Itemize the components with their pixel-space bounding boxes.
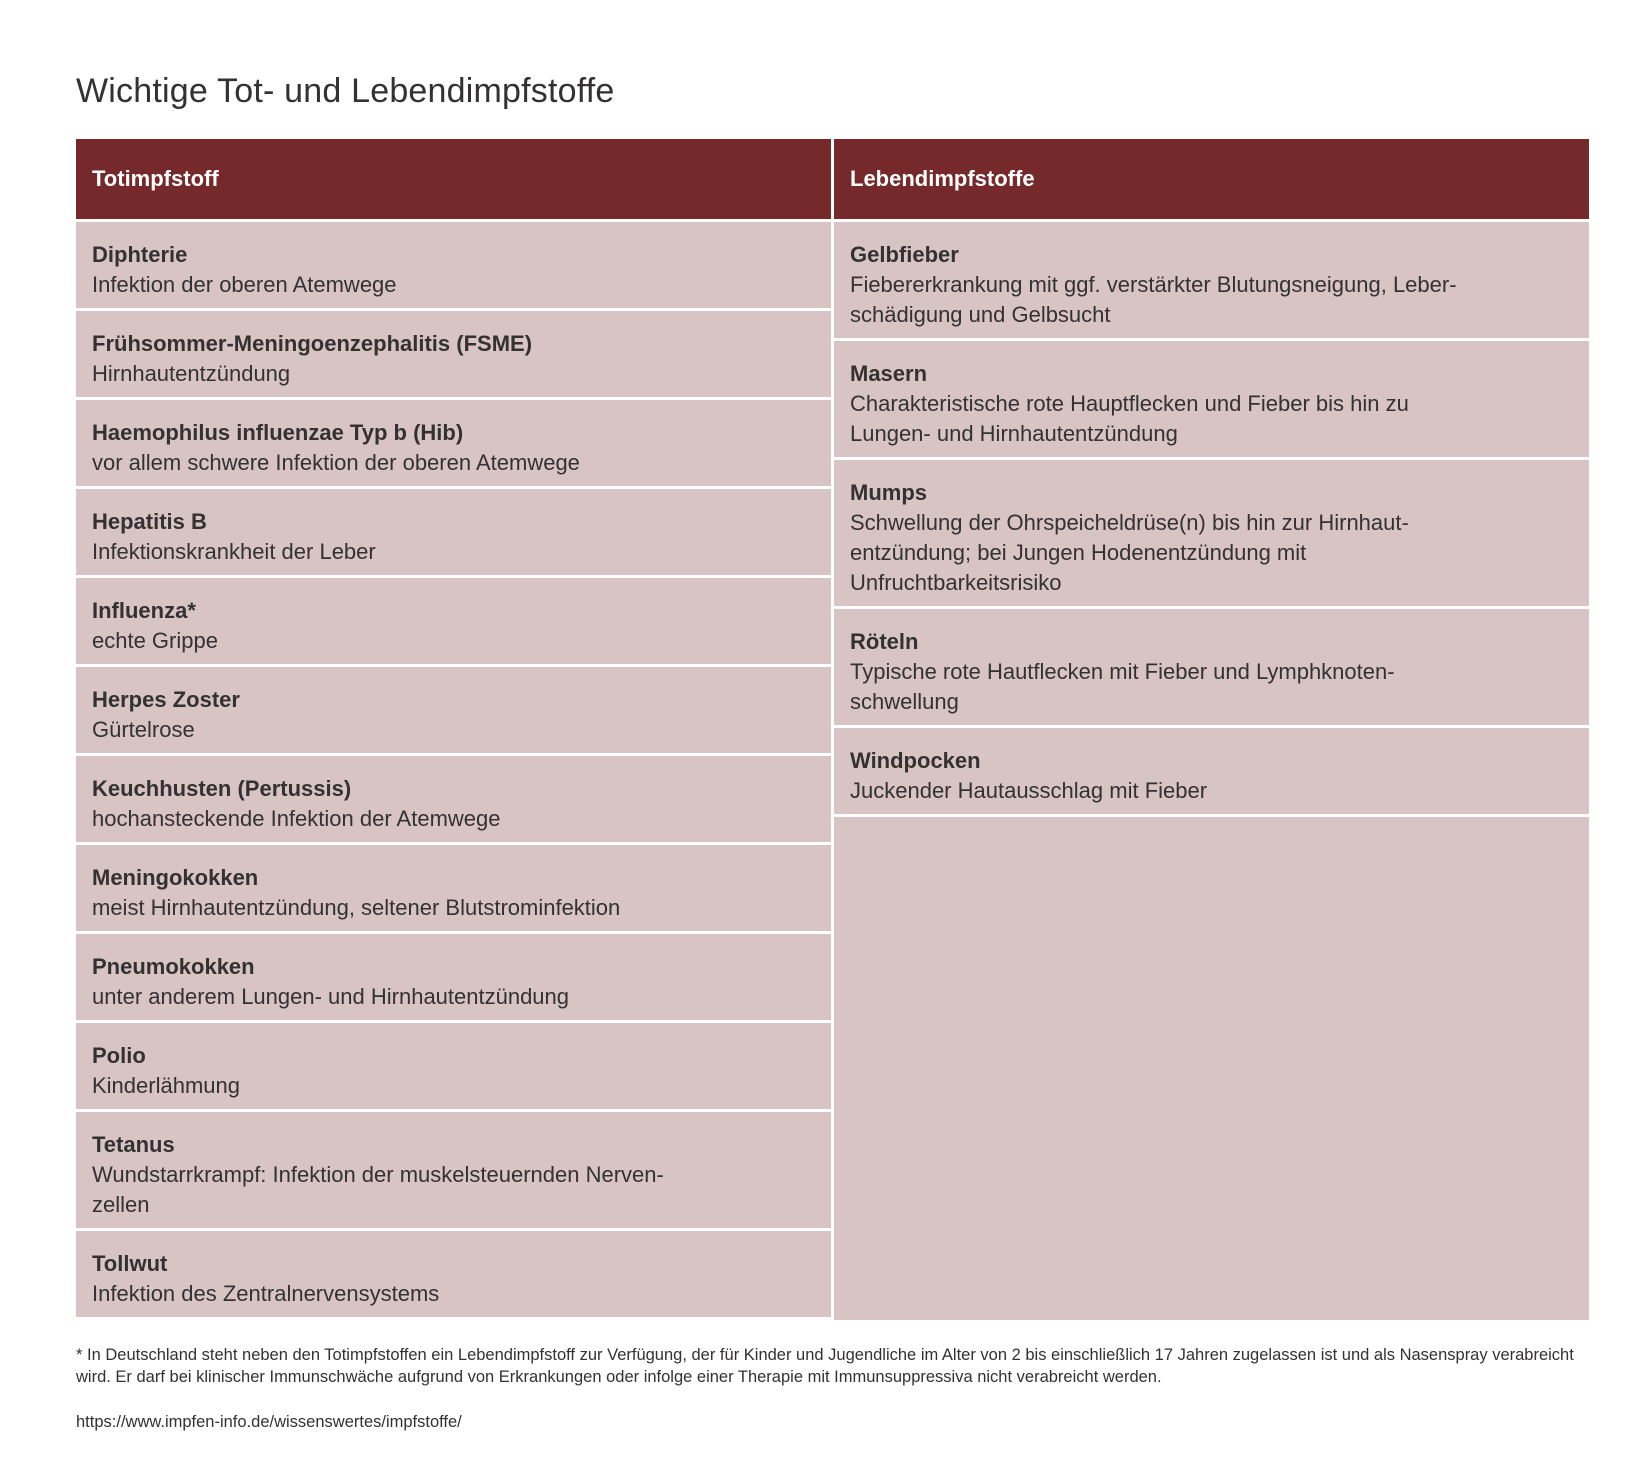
table-row: Meningokokken meist Hirnhautentzündung, … <box>76 845 831 931</box>
disease-description: echte Grippe <box>92 628 218 653</box>
disease-name: Frühsommer-Meningoenzephalitis (FSME) <box>92 331 533 356</box>
table-row: Windpocken Juckender Hautausschlag mit F… <box>834 728 1589 814</box>
table-row: Influenza* echte Grippe <box>76 578 831 664</box>
disease-description: Wundstarrkrampf: Infektion der muskelste… <box>92 1162 664 1217</box>
disease-name: Polio <box>92 1043 146 1068</box>
column-header-live-vaccines: Lebendimpfstoffe <box>834 139 1589 219</box>
table-row: Masern Charakteristische rote Hauptfleck… <box>834 341 1589 457</box>
table-row: Frühsommer-Meningoenzephalitis (FSME) Hi… <box>76 311 831 397</box>
disease-name: Influenza* <box>92 598 196 623</box>
disease-name: Tollwut <box>92 1251 168 1276</box>
disease-name: Diphterie <box>92 242 188 267</box>
table-row: Polio Kinderlähmung <box>76 1023 831 1109</box>
disease-description: Hirnhautentzündung <box>92 361 291 386</box>
disease-description: Kinderlähmung <box>92 1073 240 1098</box>
table-row: Gelbfieber Fiebererkrankung mit ggf. ver… <box>834 222 1589 338</box>
disease-name: Haemophilus influenzae Typ b (Hib) <box>92 420 464 445</box>
empty-cell <box>834 817 1589 1320</box>
dead-vaccines-column: Totimpfstoff Diphterie Infektion der obe… <box>76 139 831 1320</box>
table-row: Hepatitis B Infektionskrankheit der Lebe… <box>76 489 831 575</box>
table-row: Röteln Typische rote Hautflecken mit Fie… <box>834 609 1589 725</box>
disease-description: Infektionskrankheit der Leber <box>92 539 376 564</box>
disease-name: Gelbfieber <box>850 242 959 267</box>
column-header-dead-vaccines: Totimpfstoff <box>76 139 831 219</box>
disease-description: Infektion des Zentralnervensystems <box>92 1281 440 1306</box>
disease-name: Tetanus <box>92 1132 175 1157</box>
disease-name: Meningokokken <box>92 865 259 890</box>
table-row: Pneumokokken unter anderem Lungen- und H… <box>76 934 831 1020</box>
disease-name: Masern <box>850 361 928 386</box>
disease-name: Pneumokokken <box>92 954 255 979</box>
disease-name: Hepatitis B <box>92 509 207 534</box>
disease-description: Infektion der oberen Atemwege <box>92 272 397 297</box>
source-link[interactable]: https://www.impfen-info.de/wissenswertes… <box>76 1413 462 1431</box>
disease-name: Herpes Zoster <box>92 687 240 712</box>
disease-description: Juckender Hautausschlag mit Fieber <box>850 778 1208 803</box>
disease-description: Charakteristische rote Hauptflecken und … <box>850 391 1409 446</box>
disease-description: Schwellung der Ohrspeicheldrüse(n) bis h… <box>850 510 1409 595</box>
disease-description: unter anderem Lungen- und Hirnhautentzün… <box>92 984 570 1009</box>
table-row: Tollwut Infektion des Zentralnervensyste… <box>76 1231 831 1317</box>
live-vaccines-column: Lebendimpfstoffe Gelbfieber Fiebererkran… <box>834 139 1589 1320</box>
disease-description: vor allem schwere Infektion der oberen A… <box>92 450 580 475</box>
table-row: Keuchhusten (Pertussis) hochansteckende … <box>76 756 831 842</box>
disease-name: Mumps <box>850 480 927 505</box>
disease-description: hochansteckende Infektion der Atemwege <box>92 806 501 831</box>
table-row: Mumps Schwellung der Ohrspeicheldrüse(n)… <box>834 460 1589 606</box>
disease-description: Fiebererkrankung mit ggf. verstärkter Bl… <box>850 272 1457 327</box>
page-title: Wichtige Tot- und Lebendimpfstoffe <box>76 72 615 110</box>
disease-name: Röteln <box>850 629 919 654</box>
table-row: Haemophilus influenzae Typ b (Hib) vor a… <box>76 400 831 486</box>
table-row: Herpes Zoster Gürtelrose <box>76 667 831 753</box>
disease-description: meist Hirnhautentzündung, seltener Bluts… <box>92 895 621 920</box>
table-row: Diphterie Infektion der oberen Atemwege <box>76 222 831 308</box>
vaccine-table: Totimpfstoff Diphterie Infektion der obe… <box>76 139 1589 1320</box>
disease-name: Keuchhusten (Pertussis) <box>92 776 352 801</box>
disease-description: Typische rote Hautflecken mit Fieber und… <box>850 659 1395 714</box>
disease-name: Windpocken <box>850 748 981 773</box>
footnote: * In Deutschland steht neben den Totimpf… <box>76 1346 1574 1386</box>
disease-description: Gürtelrose <box>92 717 195 742</box>
table-row: Tetanus Wundstarrkrampf: Infektion der m… <box>76 1112 831 1228</box>
